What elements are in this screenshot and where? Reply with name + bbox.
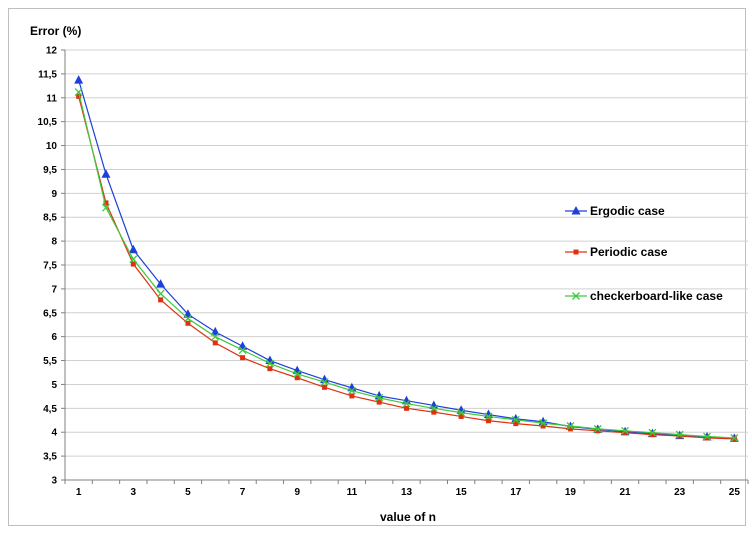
data-point [158,297,163,302]
legend-entry-1: Periodic case [565,245,668,259]
y-tick-label: 9 [51,189,57,200]
data-point [213,340,218,345]
legend-label: Periodic case [590,245,668,259]
y-tick-label: 3 [51,476,57,487]
y-tick-label: 10 [46,141,58,152]
y-tick-label: 3,5 [43,452,57,463]
data-point [129,245,138,254]
y-axis-title: Error (%) [30,24,81,38]
x-tick-label: 17 [510,487,522,498]
axes [65,50,748,484]
y-tick-label: 7,5 [43,261,57,272]
series-line [79,96,735,439]
y-tick-label: 10,5 [38,117,58,128]
gridlines [61,50,748,480]
x-tick-label: 1 [76,487,82,498]
x-tick-label: 21 [619,487,631,498]
y-tick-label: 8,5 [43,213,57,224]
data-point [322,385,327,390]
y-tick-label: 5,5 [43,356,57,367]
y-tick-label: 8 [51,237,57,248]
x-tick-label: 19 [565,487,577,498]
y-tick-label: 4,5 [43,404,57,415]
y-tick-label: 7 [51,284,57,295]
y-tick-label: 4 [51,428,57,439]
y-tick-label: 5 [51,380,57,391]
x-tick-label: 13 [401,487,413,498]
x-tick-label: 5 [185,487,191,498]
y-tick-label: 12 [46,46,58,57]
data-point [157,290,164,297]
y-tick-label: 9,5 [43,165,57,176]
y-tick-label: 11,5 [38,69,57,80]
x-tick-label: 23 [674,487,686,498]
y-tick-label: 6 [51,332,57,343]
legend-marker [574,250,579,255]
x-tick-label: 9 [294,487,300,498]
data-point [349,393,354,398]
x-tick-label: 11 [347,487,358,498]
y-tick-label: 11 [46,93,57,104]
legend: Ergodic case Periodic case checkerboard-li… [565,204,723,303]
x-tick-label: 15 [456,487,468,498]
data-point [404,406,409,411]
x-tick-label: 25 [729,487,741,498]
legend-entry-2: checkerboard-like case [565,289,723,303]
data-point [240,355,245,360]
legend-entry-0: Ergodic case [565,204,665,218]
data-point [185,321,190,326]
legend-marker [572,206,581,215]
legend-label: Ergodic case [590,204,665,218]
legend-label: checkerboard-like case [590,289,723,303]
y-tick-labels: 3 3,5 4 4,5 5 5,5 6 6,5 7 7,5 8 8,5 9 9,5 10 10,5 11 11,5… [38,46,58,487]
data-point [267,366,272,371]
y-tick-label: 6,5 [43,308,57,319]
x-axis-title: value of n [380,510,436,524]
x-tick-labels: 1 3 5 7 9 11 13 15 17 19 21 23 25 [76,487,740,498]
data-point [74,75,83,84]
x-tick-label: 7 [240,487,246,498]
x-tick-label: 3 [131,487,137,498]
data-point [101,169,110,178]
